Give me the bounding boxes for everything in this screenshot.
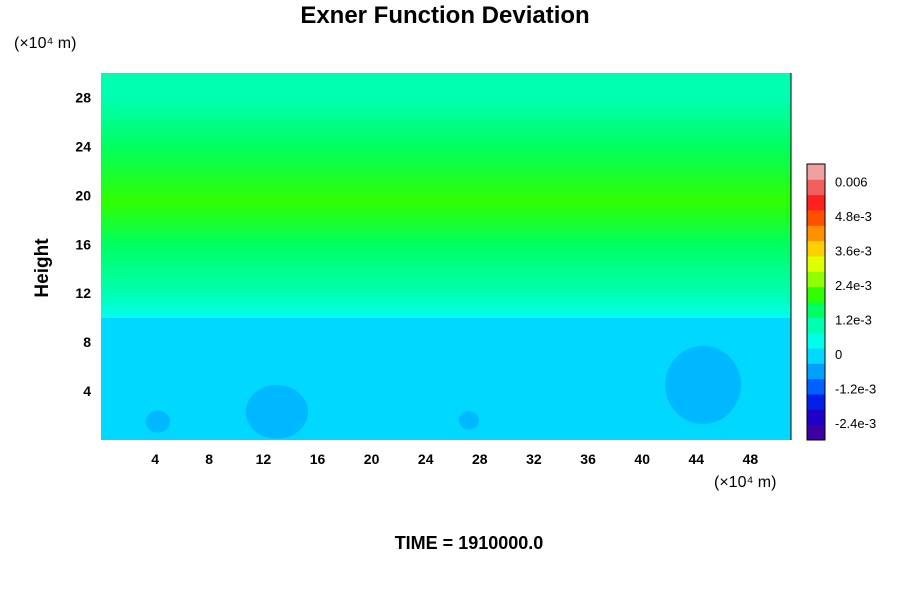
plot-area [101,73,792,440]
colorbar-labels: 0.006 4.8e-3 3.6e-3 2.4e-3 1.2e-3 0 -1.2e-3 -2.… [835,174,876,431]
anomaly-layer [145,345,741,439]
y-tick-label: 16 [75,236,91,252]
colorbar-segment [807,348,825,364]
y-tick-label: 24 [75,138,91,154]
colorbar-segment [807,317,825,334]
x-tick-label: 20 [364,451,380,467]
y-axis-unit-label: (×10⁴ m) [14,35,76,52]
colorbar-segment [807,332,825,349]
colorbar-segment [807,378,825,395]
y-tick-label: 28 [75,90,91,106]
y-tick-label: 20 [75,187,91,203]
colorbar [806,163,826,441]
y-tick-label: 12 [75,285,91,301]
colorbar-tick-label: -1.2e-3 [835,381,876,396]
colorbar-segment [807,409,825,426]
x-tick-label: 12 [256,451,272,467]
colorbar-segment [807,210,825,226]
colorbar-segment [807,225,825,242]
colorbar-segment [807,286,825,303]
chart-title: Exner Function Deviation [300,2,589,29]
colorbar-segment [807,271,825,288]
colorbar-tick-label: 4.8e-3 [835,209,872,224]
anomaly-region-3 [458,411,480,430]
colorbar-segment [807,194,825,211]
x-axis-ticks: 4 8 12 16 20 24 28 32 36 40 44 48 [151,451,758,467]
x-tick-label: 44 [689,451,705,467]
x-tick-label: 24 [418,451,434,467]
x-tick-label: 4 [151,451,159,467]
x-tick-label: 28 [472,451,488,467]
colorbar-segment [807,424,825,441]
colorbar-segment [807,179,825,196]
colorbar-tick-label: 0.006 [835,174,868,189]
y-tick-label: 8 [83,334,91,350]
colorbar-tick-label: 0 [835,347,842,362]
x-axis-unit-label: (×10⁴ m) [714,474,776,491]
y-axis-label: Height [32,238,53,298]
colorbar-tick-label: -2.4e-3 [835,416,876,431]
colorbar-segment [807,394,825,410]
colorbar-tick-label: 3.6e-3 [835,243,872,258]
x-tick-label: 36 [580,451,596,467]
colorbar-segment [807,164,825,180]
y-axis-ticks: 4 8 12 16 20 24 28 [75,90,91,400]
time-label: TIME = 1910000.0 [395,533,544,553]
x-tick-label: 8 [205,451,213,467]
anomaly-region-1 [145,410,170,433]
colorbar-segment [807,363,825,380]
y-tick-label: 4 [83,383,91,399]
x-tick-label: 32 [526,451,542,467]
x-tick-label: 16 [310,451,326,467]
anomaly-region-4 [665,345,741,424]
colorbar-segment [807,240,825,257]
colorbar-frame [806,163,826,441]
colorbar-segment [807,302,825,318]
colorbar-tick-label: 2.4e-3 [835,278,872,293]
x-tick-label: 48 [743,451,759,467]
colorbar-segment [807,256,825,272]
colorbar-tick-label: 1.2e-3 [835,312,872,327]
anomaly-region-2 [245,385,308,439]
x-tick-label: 40 [634,451,650,467]
